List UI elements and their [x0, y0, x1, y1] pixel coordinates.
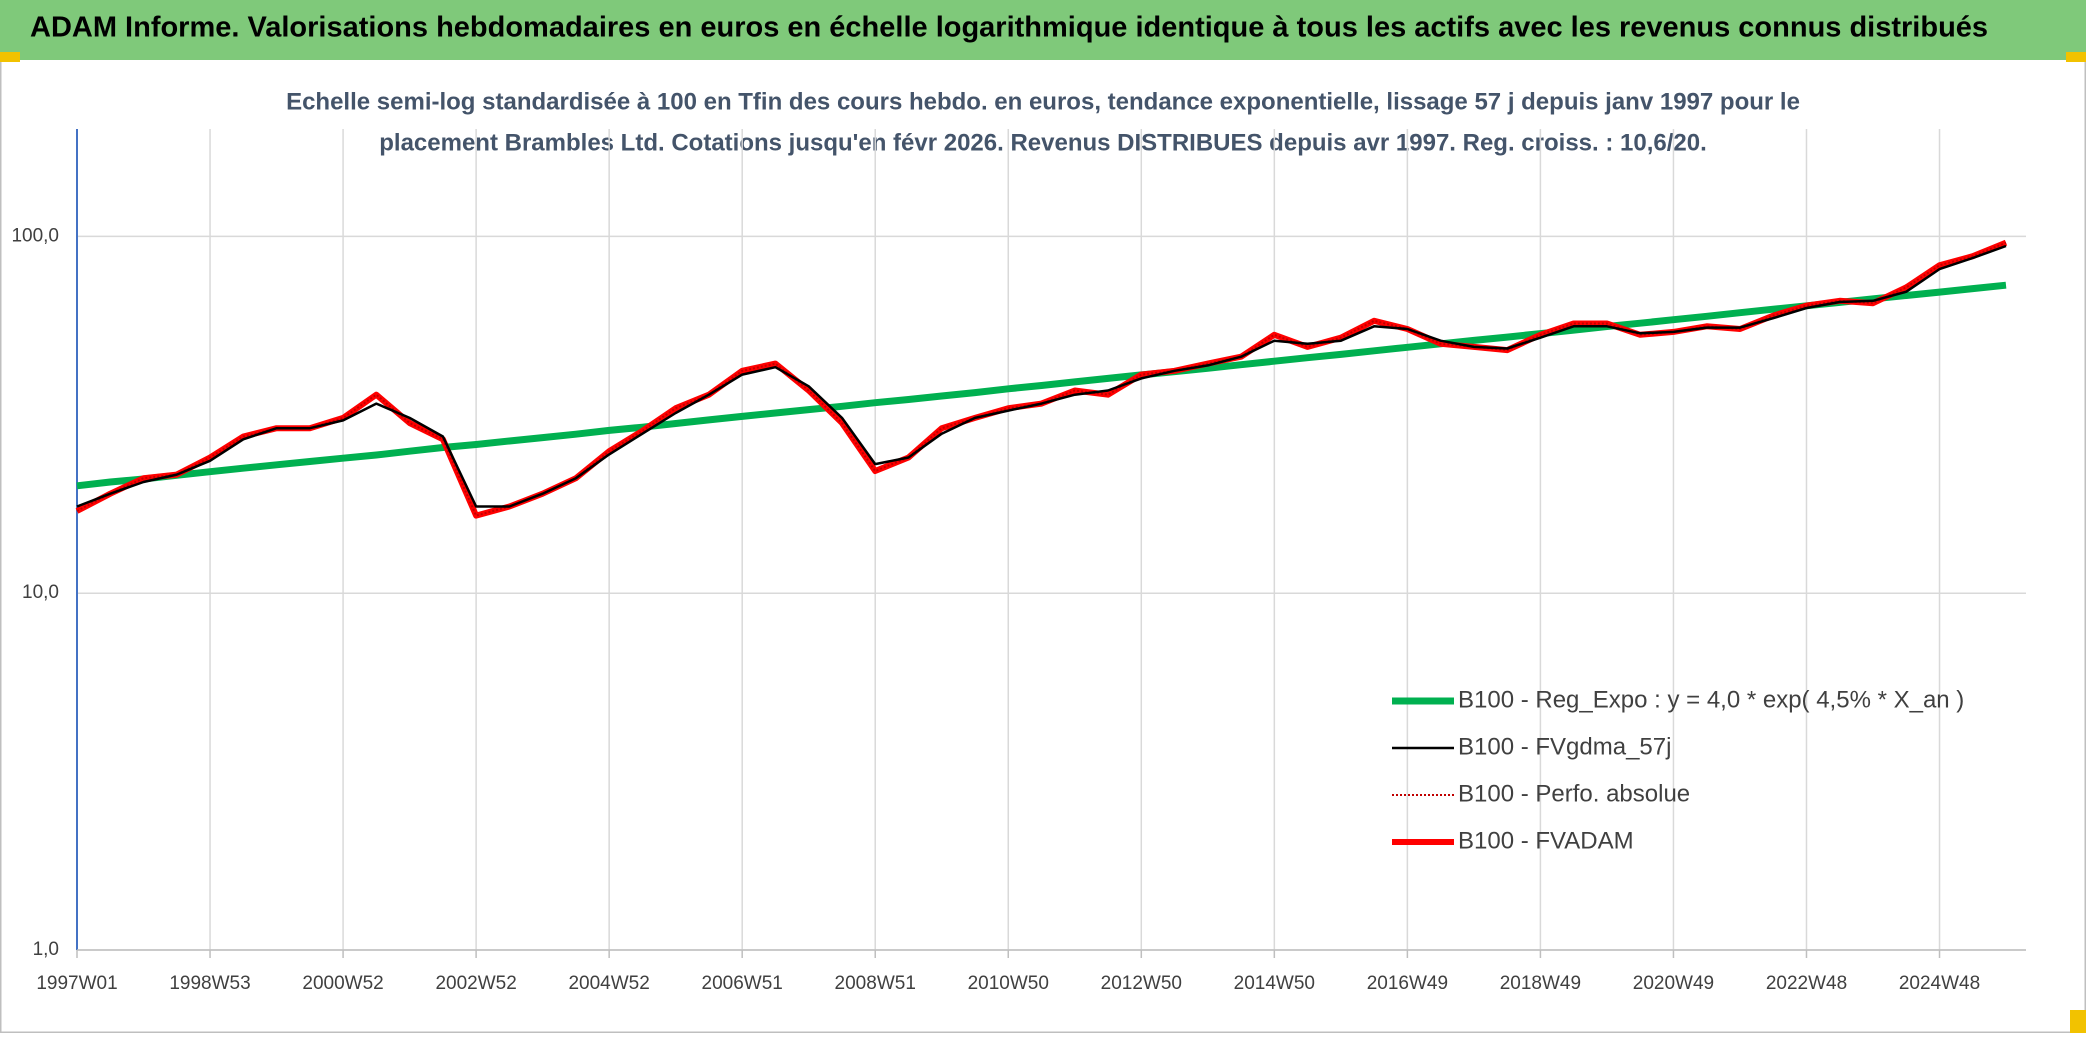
legend-label: B100 - Perfo. absolue — [1458, 780, 1690, 807]
x-tick-label: 2022W48 — [1766, 973, 1847, 994]
y-tick-label: 100,0 — [11, 225, 59, 246]
y-tick-label: 1,0 — [33, 939, 59, 960]
header-bar — [0, 0, 2086, 60]
legend-label: B100 - FVADAM — [1458, 827, 1634, 854]
corner-mark — [2070, 1010, 2086, 1033]
corner-mark — [0, 52, 20, 62]
series-line — [76, 281, 2007, 490]
y-tick-label: 10,0 — [22, 582, 59, 603]
chart-title: ADAM Informe. Valorisations hebdomadaire… — [30, 12, 1988, 44]
x-tick-label: 2000W52 — [302, 973, 383, 994]
corner-mark — [2066, 52, 2086, 62]
x-tick-label: 2004W52 — [568, 973, 649, 994]
x-tick-label: 2016W49 — [1367, 973, 1448, 994]
x-tick-label: 2024W48 — [1899, 973, 1980, 994]
legend-label: B100 - FVgdma_57j — [1458, 733, 1671, 760]
legend-label: B100 - Reg_Expo : y = 4,0 * exp( 4,5% * … — [1458, 686, 1964, 713]
x-tick-label: 2010W50 — [968, 973, 1049, 994]
chart-subtitle: placement Brambles Ltd. Cotations jusqu'… — [379, 129, 1707, 156]
x-tick-label: 2006W51 — [702, 973, 783, 994]
x-tick-label: 2012W50 — [1101, 973, 1182, 994]
x-tick-label: 2018W49 — [1500, 973, 1581, 994]
x-tick-label: 2014W50 — [1234, 973, 1315, 994]
x-tick-label: 1997W01 — [36, 973, 117, 994]
x-tick-label: 2002W52 — [435, 973, 516, 994]
x-tick-label: 1998W53 — [169, 973, 250, 994]
x-tick-label: 2008W51 — [835, 973, 916, 994]
chart-subtitle: Echelle semi-log standardisée à 100 en T… — [286, 88, 1800, 115]
x-tick-label: 2020W49 — [1633, 973, 1714, 994]
series-line — [76, 244, 2007, 508]
